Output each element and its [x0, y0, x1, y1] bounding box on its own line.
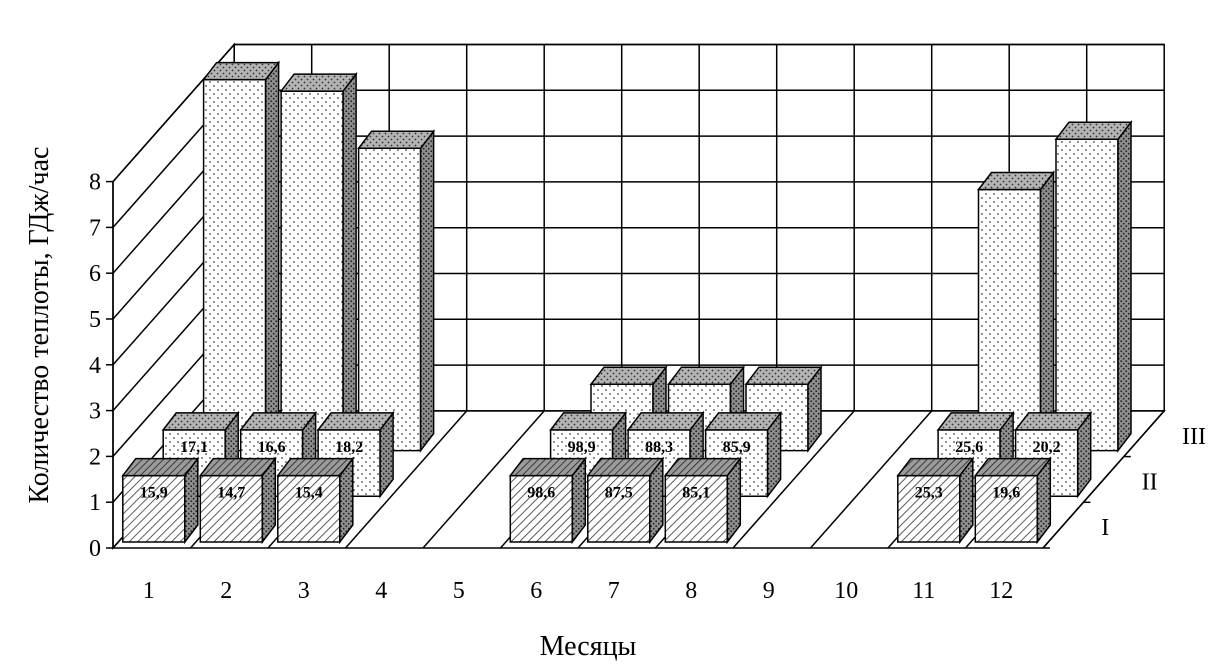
- bar-side: [264, 60, 280, 453]
- x-tick-label: 8: [685, 578, 697, 604]
- series-label: III: [1182, 424, 1206, 450]
- bar-front: [1055, 138, 1119, 452]
- bar-top: [121, 457, 200, 477]
- y-axis-title: Количество теплоты, ГДж/час: [24, 147, 55, 504]
- bar: [202, 60, 281, 453]
- y-tick-label: 2: [89, 444, 101, 470]
- bar-data-label: 87,5: [605, 485, 633, 502]
- bar-top: [626, 412, 705, 431]
- x-tick-label: 11: [912, 578, 935, 604]
- bar: [1054, 119, 1133, 453]
- bar: [279, 71, 358, 453]
- bar-data-label: 18,2: [335, 439, 363, 456]
- bar-data-label: 17,1: [180, 439, 208, 456]
- bar-top: [357, 130, 436, 150]
- bar: [357, 129, 436, 453]
- bar-data-label: 20,2: [1033, 439, 1061, 456]
- bar-top: [589, 366, 668, 385]
- bar-top: [663, 457, 742, 477]
- x-axis-title: Месяцы: [540, 631, 637, 662]
- bar: 85,1: [663, 456, 742, 545]
- floor-gridline: [422, 410, 545, 549]
- bar: 15,9: [121, 456, 200, 545]
- bar-top: [508, 457, 587, 477]
- bar-data-label: 25,3: [915, 485, 943, 502]
- bar-data-label: 85,9: [723, 439, 751, 456]
- bar-data-label: 14,7: [217, 485, 245, 502]
- bar-front: [280, 90, 344, 452]
- y-tick-label: 4: [89, 353, 101, 379]
- y-tick-label: 0: [89, 536, 101, 562]
- bar-top: [936, 412, 1015, 431]
- x-tick-label: 2: [220, 578, 232, 604]
- bar-data-label: 88,3: [645, 439, 673, 456]
- bar-top: [239, 412, 318, 431]
- bars: 17,1 16,6 18,2 98,9 88,3 85,9 25,6 20,2 15,9 14,7…: [121, 60, 1133, 545]
- bar-data-label: 98,6: [527, 485, 555, 502]
- bar-top: [896, 457, 975, 477]
- bar-side: [1039, 170, 1055, 453]
- bar-top: [744, 366, 823, 385]
- bar-top: [976, 171, 1056, 191]
- y-tick-label: 6: [89, 261, 101, 287]
- bar: [976, 170, 1056, 453]
- bar: 15,4: [276, 456, 355, 545]
- x-tick-label: 3: [298, 578, 310, 604]
- bar: 25,3: [896, 456, 975, 545]
- series-label: II: [1142, 469, 1158, 495]
- x-tick-label: 1: [143, 578, 155, 604]
- bar-data-label: 85,1: [682, 485, 710, 502]
- bar-data-label: 16,6: [258, 439, 286, 456]
- bar-front: [202, 78, 267, 452]
- y-axis-ticks: 0 1 2 3 4 5 6 7 8: [89, 170, 113, 562]
- x-tick-label: 12: [989, 578, 1013, 604]
- x-tick-label: 5: [453, 578, 465, 604]
- y-tick-label: 1: [89, 490, 101, 516]
- x-tick-label: 7: [608, 578, 620, 604]
- bar-top: [666, 366, 746, 385]
- bar-top: [586, 457, 665, 477]
- bar-front: [357, 147, 422, 452]
- x-tick-label: 6: [530, 578, 542, 604]
- bar-top: [198, 457, 277, 477]
- series-label: I: [1101, 515, 1109, 541]
- floor-gridline: [809, 410, 933, 549]
- y-tick-label: 7: [89, 215, 101, 241]
- bar-top: [202, 61, 281, 81]
- bar-front: [977, 188, 1042, 452]
- bar: 98,6: [508, 456, 587, 545]
- bar-top: [704, 412, 783, 431]
- depth-axis-line: [1042, 410, 1165, 549]
- bar-side: [1117, 119, 1132, 453]
- floor-gridline: [344, 410, 468, 549]
- y-tick-label: 8: [89, 170, 101, 196]
- y-tick-label: 3: [89, 399, 101, 425]
- bar-top: [1054, 121, 1133, 140]
- x-tick-label: 9: [763, 578, 775, 604]
- bar-top: [316, 412, 395, 431]
- x-axis-tick-labels: 1 2 3 4 5 6 7 8 9 10 11 12: [143, 578, 1014, 604]
- y-tick-label: 5: [89, 307, 101, 333]
- bar-top: [973, 457, 1052, 477]
- bar-top: [549, 412, 628, 431]
- bar: 14,7: [198, 456, 277, 545]
- x-tick-label: 10: [834, 578, 858, 604]
- bar-top: [279, 73, 358, 92]
- bar-top: [1014, 412, 1093, 431]
- bar-data-label: 25,6: [955, 439, 983, 456]
- bar-side: [342, 71, 357, 453]
- bar-data-label: 98,9: [568, 439, 596, 456]
- bar-top: [161, 412, 240, 431]
- bar-data-label: 15,4: [295, 485, 323, 502]
- bar-data-label: 15,9: [140, 485, 168, 502]
- bar-top: [276, 457, 355, 477]
- bar-data-label: 19,6: [992, 485, 1020, 502]
- x-tick-label: 4: [375, 578, 387, 604]
- bar: 87,5: [586, 456, 665, 545]
- bar: 19,6: [973, 456, 1052, 545]
- bar-side: [419, 129, 435, 453]
- floor-gridline: [732, 410, 855, 549]
